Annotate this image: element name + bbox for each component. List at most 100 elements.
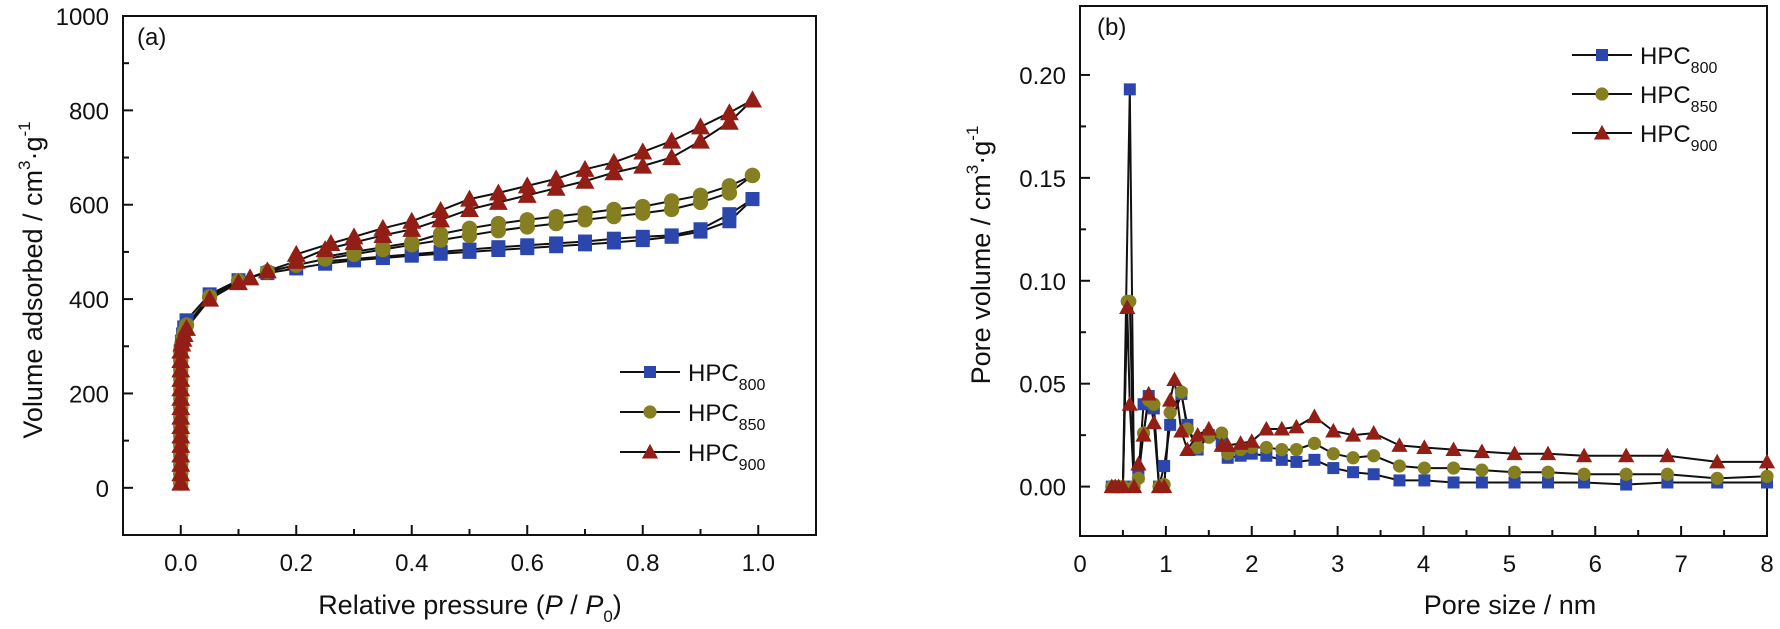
series-850-point xyxy=(1346,451,1360,465)
series-800-point xyxy=(1164,418,1177,431)
x-tick-label: 3 xyxy=(1331,551,1344,578)
series-900-point xyxy=(1121,396,1138,411)
series-850-point xyxy=(1760,469,1774,483)
series-850-point xyxy=(1147,397,1161,411)
y-tick-label: 0.00 xyxy=(1019,475,1066,502)
series-800-point xyxy=(693,222,708,237)
legend-item-800: HPC800 xyxy=(620,360,765,394)
series-850-point xyxy=(1577,467,1591,481)
series-900-point xyxy=(575,159,595,177)
legend-label: HPC850 xyxy=(688,400,765,434)
series-900-point xyxy=(1219,437,1236,452)
legend-item-850: HPC850 xyxy=(620,400,765,434)
series-900-point xyxy=(1258,420,1275,436)
series-850-point xyxy=(1326,447,1340,461)
series-900-point xyxy=(691,117,710,135)
series-850-point xyxy=(1275,442,1289,457)
legend-item-800: HPC800 xyxy=(1572,43,1717,77)
legend-marker-circle xyxy=(1595,87,1609,101)
series-900-point xyxy=(1288,418,1305,434)
series-850-point xyxy=(461,220,478,237)
series-900-point xyxy=(171,379,191,397)
series-900-point xyxy=(633,142,653,160)
series-900-point xyxy=(171,350,191,368)
x-tick-label: 0.0 xyxy=(164,550,197,577)
series-800-point xyxy=(1447,476,1460,489)
panel-b-pore-size-chart: (b) 0 1 2 3 4 5 6 7 8 0.00 0.05 0.10 0.15 0.20 Pore s… xyxy=(963,5,1776,620)
series-900-point xyxy=(1126,478,1143,494)
legend-label: HPC900 xyxy=(1640,121,1717,155)
y-tick-label: 0.10 xyxy=(1019,269,1066,296)
legend-marker-triangle xyxy=(1593,124,1611,140)
series-800-point xyxy=(578,234,592,249)
legend-item-900: HPC900 xyxy=(620,440,765,474)
series-850-point xyxy=(1541,465,1555,479)
series-850-point xyxy=(1507,465,1522,479)
series-800-point xyxy=(520,238,535,253)
series-900-point xyxy=(229,273,248,291)
y-tick-label: 0 xyxy=(96,476,109,503)
series-850-point xyxy=(519,212,535,228)
panel-b-y-axis-title: Pore volume / cm3·g-1 xyxy=(963,126,996,385)
panel-b-x-axis-title: Pore size / nm xyxy=(1424,590,1597,620)
series-900-point xyxy=(662,131,682,149)
legend-item-900: HPC900 xyxy=(1572,121,1717,155)
series-900-point xyxy=(171,464,191,482)
series-850-point xyxy=(490,215,507,232)
series-900-point xyxy=(1166,371,1183,387)
x-tick-label: 1 xyxy=(1159,551,1172,578)
series-800-line xyxy=(325,198,754,263)
series-900-point xyxy=(1140,385,1157,401)
panel-b-markers xyxy=(1103,83,1776,494)
series-800-point xyxy=(1308,453,1321,466)
series-900-point xyxy=(719,112,739,130)
series-850-point xyxy=(1392,459,1407,473)
series-900-point xyxy=(171,407,191,425)
x-tick-label: 0.8 xyxy=(626,550,659,577)
series-800-point xyxy=(1475,476,1488,489)
series-900-point xyxy=(517,176,537,194)
y-tick-label: 400 xyxy=(69,287,109,314)
series-900-point xyxy=(546,169,566,187)
x-tick-label: 2 xyxy=(1245,551,1258,578)
series-850-point xyxy=(1619,467,1633,481)
series-900-point xyxy=(1189,427,1206,442)
legend-marker-triangle xyxy=(641,443,659,459)
x-tick-label: 6 xyxy=(1589,551,1602,578)
series-850-point xyxy=(1163,405,1177,420)
series-900-point xyxy=(373,218,393,236)
series-850-point xyxy=(432,226,449,242)
series-900-point xyxy=(1473,443,1490,459)
series-900-point xyxy=(1416,439,1433,454)
series-800-point xyxy=(1158,460,1171,473)
series-900-point xyxy=(488,192,508,210)
series-900-point xyxy=(1200,420,1217,436)
series-900-point xyxy=(171,417,191,435)
series-850-point xyxy=(1710,471,1724,485)
series-800-point xyxy=(635,229,650,244)
series-800-point xyxy=(664,228,679,243)
legend-label: HPC800 xyxy=(1640,43,1717,77)
series-850-point xyxy=(1174,385,1188,399)
series-800-point xyxy=(745,192,760,207)
series-900-point xyxy=(1306,408,1323,424)
series-900-point xyxy=(171,388,191,406)
x-tick-label: 0 xyxy=(1073,551,1086,578)
series-900-point xyxy=(171,473,191,491)
series-800-point xyxy=(1123,83,1136,96)
legend-marker-circle xyxy=(643,405,657,419)
x-tick-label: 0.6 xyxy=(511,550,544,577)
panel-a-label: (a) xyxy=(137,24,166,51)
series-800-point xyxy=(606,231,621,246)
series-900-point xyxy=(662,148,682,166)
series-800-point xyxy=(1620,478,1633,491)
x-tick-label: 0.4 xyxy=(395,550,428,577)
y-tick-label: 0.20 xyxy=(1019,63,1066,90)
series-900-point xyxy=(1145,414,1162,430)
x-tick-label: 8 xyxy=(1760,551,1773,578)
series-900-point xyxy=(691,131,710,149)
series-850-point xyxy=(1660,467,1674,481)
series-900-point xyxy=(1156,478,1173,494)
series-850-point xyxy=(692,187,709,203)
y-tick-label: 600 xyxy=(69,193,109,220)
